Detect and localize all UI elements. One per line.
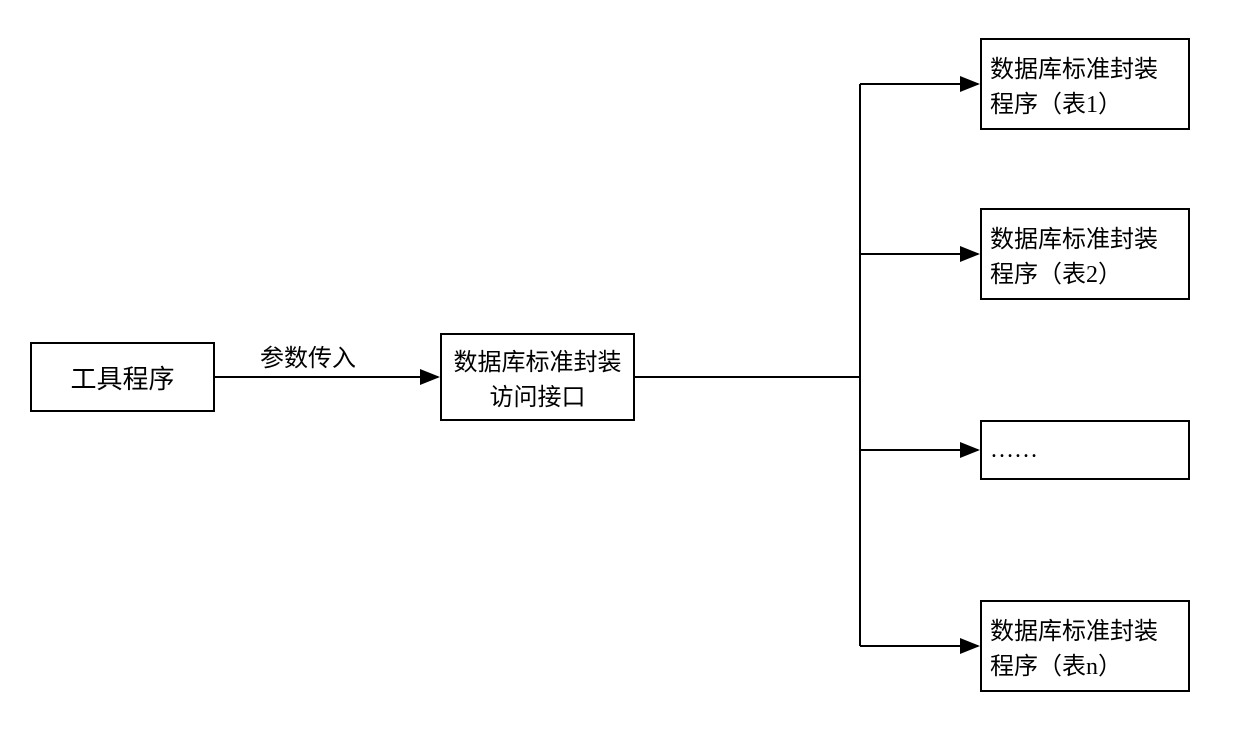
node-table1: 数据库标准封装程序（表1）	[980, 38, 1190, 130]
node-tablen-label: 数据库标准封装程序（表n）	[990, 611, 1180, 681]
node-table2: 数据库标准封装程序（表2）	[980, 208, 1190, 300]
node-tablen: 数据库标准封装程序（表n）	[980, 600, 1190, 692]
node-interface-label: 数据库标准封装访问接口	[450, 342, 625, 412]
node-ellipsis: ……	[980, 420, 1190, 480]
node-interface: 数据库标准封装访问接口	[440, 333, 635, 421]
node-table2-label: 数据库标准封装程序（表2）	[990, 219, 1180, 289]
edge-label-params-text: 参数传入	[260, 346, 356, 372]
edge-label-params: 参数传入	[260, 338, 356, 373]
node-ellipsis-label: ……	[990, 437, 1038, 464]
node-tool: 工具程序	[30, 342, 215, 412]
node-table1-label: 数据库标准封装程序（表1）	[990, 49, 1180, 119]
node-tool-label: 工具程序	[70, 359, 174, 396]
